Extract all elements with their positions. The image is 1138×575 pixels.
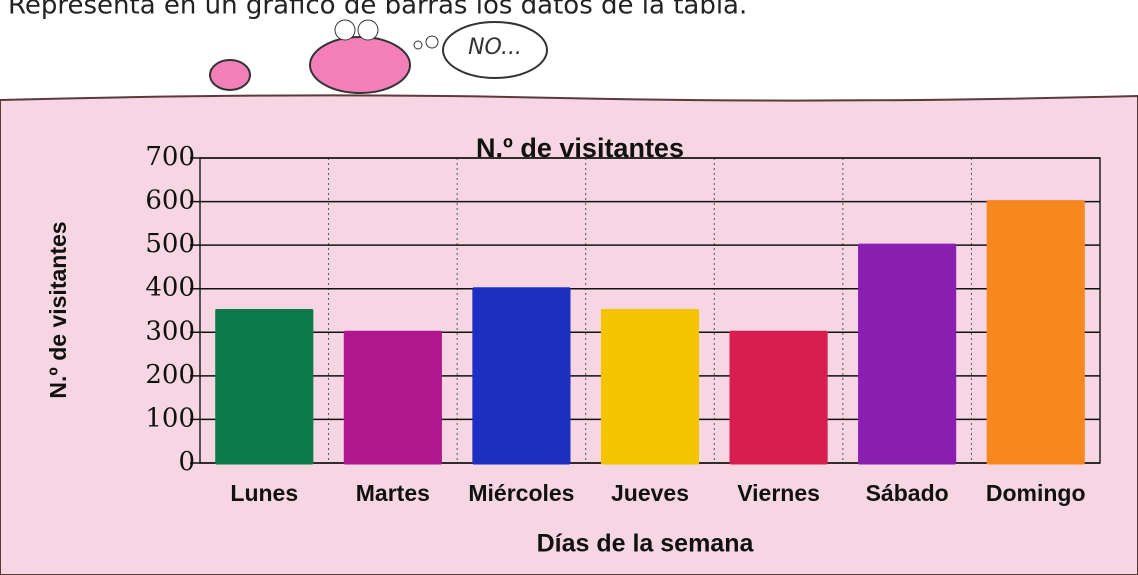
bar [602, 311, 697, 464]
y-tick-label: 100 [145, 403, 195, 433]
y-tick-label: 500 [145, 229, 195, 259]
page: {"chart_data": {"type": "bar", "instruct… [0, 0, 1138, 575]
y-tick-label: 600 [145, 186, 195, 216]
x-tick-label: Miércoles [468, 480, 574, 506]
x-tick-label: Domingo [986, 480, 1086, 506]
bar [345, 332, 440, 463]
bar [474, 289, 569, 463]
x-tick-label: Viernes [737, 480, 820, 506]
y-tick-label: 200 [145, 360, 195, 390]
chart: Representa en un gráfico de barras los d… [0, 0, 1138, 575]
instruction: Representa en un gráfico de barras los d… [8, 0, 747, 21]
y-tick-label: 300 [145, 316, 195, 346]
x-axis-label: Días de la semana [537, 530, 755, 558]
bar [988, 202, 1083, 463]
x-tick-label: Sábado [866, 480, 949, 506]
y-tick-label: 700 [145, 142, 195, 172]
bar [217, 311, 312, 464]
x-tick-label: Lunes [230, 480, 298, 506]
y-tick-label: 0 [178, 447, 195, 477]
bar [860, 245, 955, 463]
bubble-text: NO... [468, 35, 522, 60]
bar [731, 332, 826, 463]
y-tick-label: 400 [145, 273, 195, 303]
x-tick-label: Jueves [611, 480, 689, 506]
x-tick-label: Martes [356, 480, 430, 506]
y-axis-label: N.º de visitantes [45, 221, 71, 398]
